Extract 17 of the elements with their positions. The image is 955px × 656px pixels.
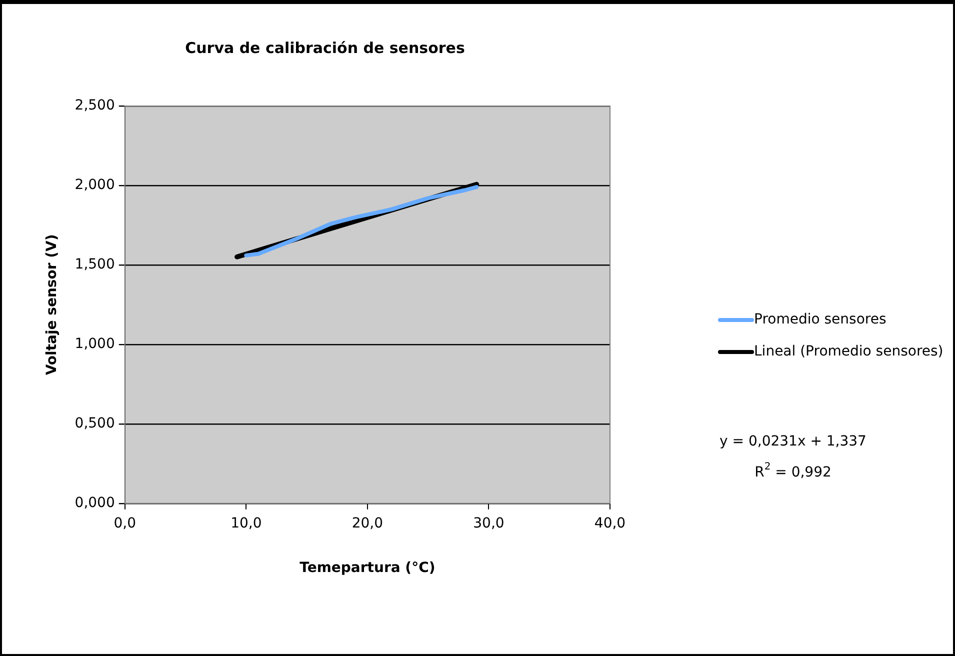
x-tick-label: 40,0 — [594, 515, 626, 532]
x-tick-label: 0,0 — [114, 515, 136, 532]
y-tick-label: 2,500 — [74, 98, 115, 114]
x-axis-title: Temepartura (°C) — [300, 560, 436, 576]
y-tick-label: 0,500 — [74, 416, 115, 432]
y-tick-label: 1,000 — [74, 336, 115, 352]
legend-label: Promedio sensores — [754, 312, 886, 328]
legend-label: Lineal (Promedio sensores) — [754, 344, 944, 360]
x-tick-label: 10,0 — [230, 515, 262, 532]
text: y = 0,0231x + 1,337 — [720, 434, 866, 450]
y-tick-label: 1,500 — [74, 256, 115, 273]
chart-title: Curva de calibración de sensores — [185, 38, 465, 57]
x-tick-label: 20,0 — [352, 515, 384, 532]
y-tick-label: 2,000 — [74, 177, 115, 194]
y-tick-label: 0,000 — [74, 495, 115, 512]
x-tick-label: 30,0 — [473, 515, 504, 532]
y-axis-title: Voltaje sensor (V) — [44, 234, 60, 376]
